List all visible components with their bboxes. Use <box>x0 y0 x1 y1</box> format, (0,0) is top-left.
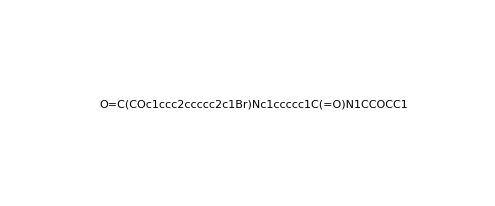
Text: O=C(COc1ccc2ccccc2c1Br)Nc1ccccc1C(=O)N1CCOCC1: O=C(COc1ccc2ccccc2c1Br)Nc1ccccc1C(=O)N1C… <box>99 99 408 109</box>
